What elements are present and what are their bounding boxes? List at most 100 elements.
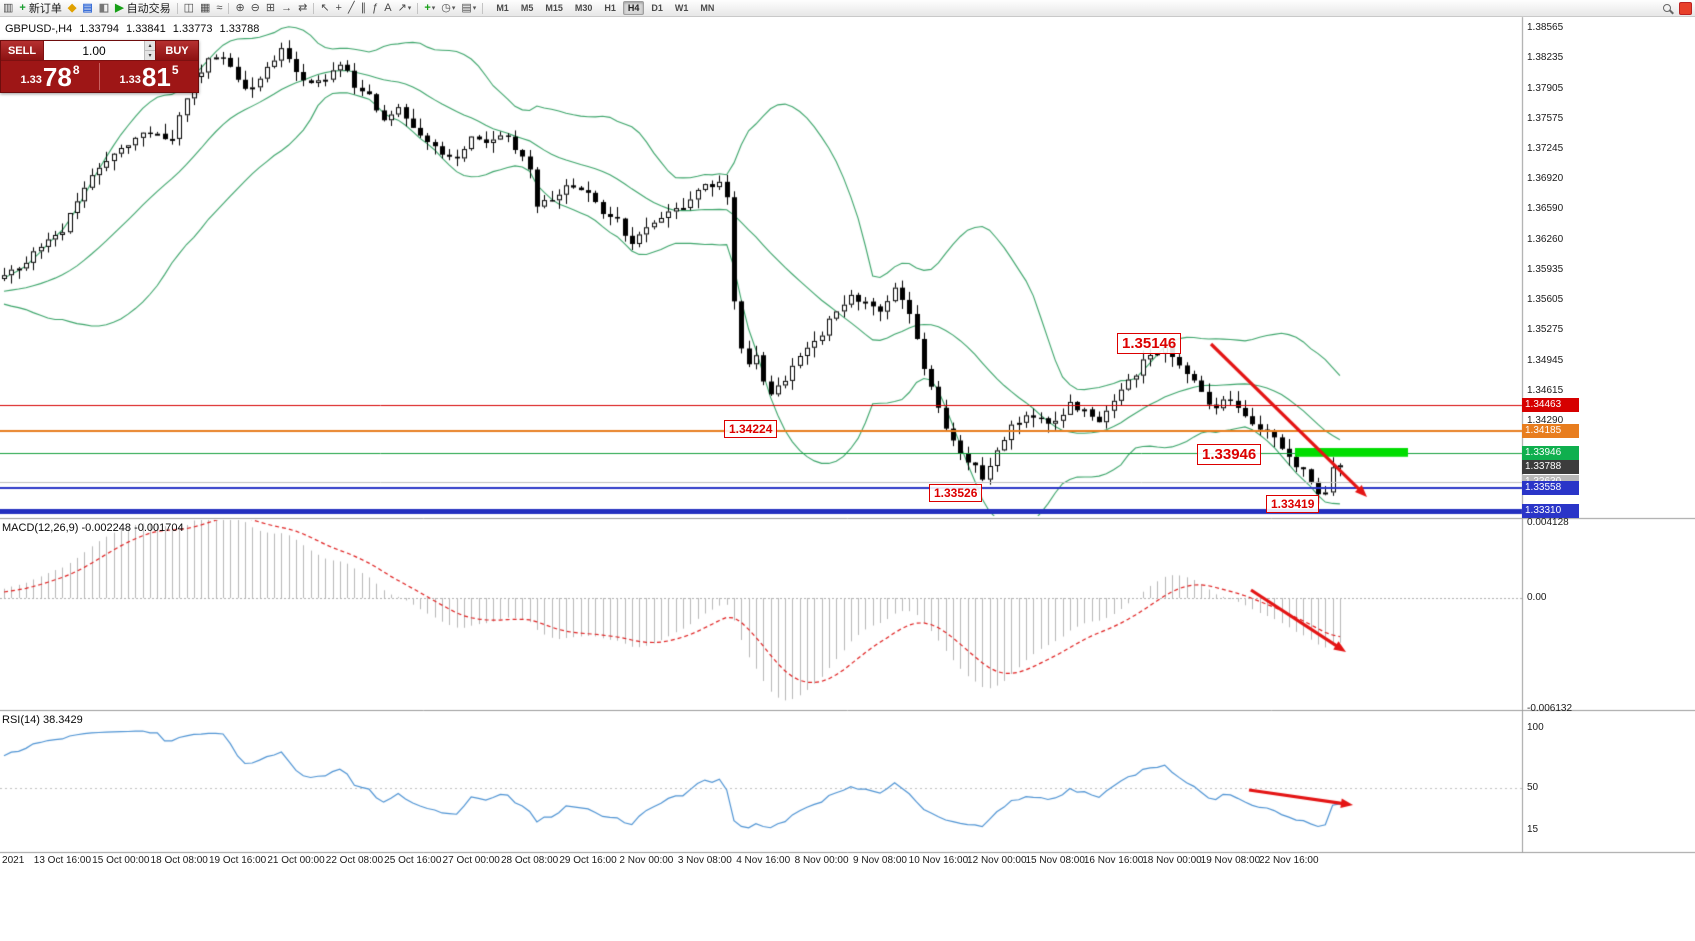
volume-input[interactable]: 1.00 — [82, 43, 106, 58]
text-button[interactable]: A — [381, 1, 394, 16]
price-axis-label: 1.34945 — [1527, 354, 1564, 366]
price-tag: 1.34463 — [1522, 398, 1579, 412]
price-axis[interactable]: 1.38565 1.38235 1.37905 1.37575 1.37245 1.369… — [1522, 17, 1695, 858]
time-axis-label: 12 Nov 00:00 — [967, 855, 1027, 866]
chart-ohlc-header: GBPUSD-,H4 1.33794 1.33841 1.33773 1.337… — [5, 23, 259, 35]
price-callout[interactable]: 1.33946 — [1197, 444, 1262, 465]
zoom-in-icon: ⊕ — [235, 1, 245, 14]
market-watch-button[interactable]: ▤ — [79, 1, 95, 16]
timeframe-button-m5[interactable]: M5 — [520, 3, 534, 13]
price-tag: 1.33558 — [1522, 481, 1579, 496]
auto-scroll-button[interactable]: → — [278, 1, 295, 16]
buy-button[interactable]: BUY — [156, 41, 198, 60]
navigator-icon: ◧ — [98, 1, 110, 14]
timeframe-button-d1[interactable]: D1 — [651, 3, 663, 13]
price-axis-label: 1.38565 — [1527, 21, 1564, 33]
price-callout[interactable]: 1.33419 — [1266, 495, 1320, 513]
timeframe-button-h4[interactable]: H4 — [622, 1, 645, 15]
timeframe-button-mn[interactable]: MN — [700, 3, 715, 13]
arrow-objects-icon: ↗ — [397, 1, 407, 14]
indicators-button[interactable]: + ▾ — [421, 1, 438, 16]
price-axis-label: 1.36260 — [1527, 233, 1564, 245]
zoom-in-button[interactable]: ⊕ — [232, 1, 247, 16]
metaeditor-button[interactable]: ◆ — [65, 1, 79, 16]
templates-icon: ▤ — [461, 1, 472, 14]
buy-price[interactable]: 1.33 81 5 — [100, 61, 198, 92]
macd-scale-label: 0.00 — [1527, 592, 1547, 603]
price-tag: 1.34185 — [1522, 423, 1579, 438]
arrows-button[interactable]: ↗ ▾ — [395, 1, 415, 16]
price-axis-label: 1.38235 — [1527, 52, 1564, 64]
crosshair-button[interactable]: + — [333, 1, 345, 16]
time-axis-label: 27 Oct 00:00 — [442, 855, 500, 866]
timeframe-button-m1[interactable]: M1 — [496, 3, 509, 13]
sell-price-big: 78 — [42, 62, 72, 92]
volume-decrease-button[interactable]: ▾ — [145, 51, 155, 60]
new-order-button[interactable]: + 新订单 — [16, 1, 64, 16]
price-axis-label: 1.35275 — [1527, 324, 1564, 336]
time-axis-label: 21 Oct 00:00 — [267, 855, 325, 866]
fibonacci-button[interactable]: ƒ — [369, 1, 381, 16]
templates-button[interactable]: ▤ ▾ — [458, 1, 479, 16]
close-value: 1.33788 — [219, 23, 260, 35]
alert-icon[interactable] — [1679, 1, 1692, 15]
time-axis-label: 15 Oct 00:00 — [92, 855, 150, 866]
sell-button[interactable]: SELL — [1, 41, 43, 60]
sell-price[interactable]: 1.33 78 8 — [1, 61, 99, 92]
cursor-button[interactable]: ↖ — [317, 1, 332, 16]
price-axis-label: 1.37245 — [1527, 143, 1564, 155]
periods-button[interactable]: ◷ ▾ — [438, 1, 458, 16]
channel-button[interactable]: ∥ — [358, 1, 370, 16]
chart-shift-button[interactable]: ⇄ — [295, 1, 310, 16]
time-axis-label: 29 Oct 16:00 — [559, 855, 617, 866]
periods-icon: ◷ — [441, 1, 451, 14]
zoom-out-button[interactable]: ⊖ — [248, 1, 263, 16]
time-axis-label: 16 Nov 16:00 — [1083, 855, 1144, 866]
price-axis-label: 1.36590 — [1527, 203, 1564, 215]
timeframe-button-m15[interactable]: M15 — [545, 3, 563, 13]
fibonacci-icon: ƒ — [372, 1, 379, 14]
new-order-icon: + — [19, 1, 26, 14]
navigator-button[interactable]: ◧ — [96, 1, 112, 16]
low-value: 1.33773 — [172, 23, 213, 35]
metaeditor-icon: ◆ — [67, 1, 77, 14]
rsi-scale-label: 15 — [1527, 824, 1539, 835]
timeframe-button-h1[interactable]: H1 — [604, 3, 616, 13]
macd-scale-label: -0.006132 — [1527, 703, 1573, 715]
line-chart-icon: ≈ — [216, 1, 223, 14]
volume-spinner: ▴ ▾ — [144, 41, 155, 60]
dropdown-caret-icon: ▾ — [451, 5, 456, 12]
time-axis-label: 25 Oct 16:00 — [384, 855, 442, 866]
zoom-out-icon: ⊖ — [250, 1, 260, 14]
new-chart-button[interactable]: ▥ — [0, 1, 16, 16]
toolbar-separator — [417, 2, 419, 14]
cursor-icon: ↖ — [320, 1, 330, 14]
price-callout[interactable]: 1.35146 — [1117, 333, 1182, 354]
timeframe-button-m30[interactable]: M30 — [574, 3, 593, 13]
buy-price-big: 81 — [141, 62, 171, 92]
auto-trading-icon: ▶ — [115, 1, 124, 14]
candle-chart-button[interactable]: ▦ — [197, 1, 213, 16]
line-chart-button[interactable]: ≈ — [213, 1, 225, 16]
dropdown-caret-icon: ▾ — [472, 5, 477, 12]
search-button[interactable] — [1660, 1, 1674, 16]
main-toolbar: ▥ + 新订单 ◆ ▤ ◧ ▶ 自动交易 ◫ ▦ ≈ ⊕ ⊖ ⊞ → ⇄ ↖ + ╱ ∥ ƒ A ↗ ▾ + ▾ ◷ ▾ ▤ ▾ M1 M5… — [0, 0, 1695, 17]
tile-windows-button[interactable]: ⊞ — [263, 1, 278, 16]
price-callout[interactable]: 1.33526 — [929, 484, 983, 502]
time-axis-label: 18 Nov 00:00 — [1142, 855, 1202, 866]
bar-chart-button[interactable]: ◫ — [181, 1, 197, 16]
price-callout[interactable]: 1.34224 — [724, 420, 778, 438]
rsi-scale-label: 50 — [1527, 782, 1539, 793]
volume-increase-button[interactable]: ▴ — [145, 41, 155, 51]
search-icon — [1663, 4, 1671, 12]
auto-trading-button[interactable]: ▶ 自动交易 — [112, 1, 173, 16]
timeframe-toolbar: M1 M5 M15 M30 H1 H4 D1 W1 MN — [490, 1, 720, 15]
time-axis-label: 3 Nov 08:00 — [677, 855, 732, 866]
trade-panel-quotes: 1.33 78 8 1.33 81 5 — [1, 61, 198, 92]
trendline-button[interactable]: ╱ — [345, 1, 358, 16]
time-axis-label: 22 Nov 16:00 — [1259, 855, 1319, 866]
timeframe-button-w1[interactable]: W1 — [674, 3, 689, 13]
